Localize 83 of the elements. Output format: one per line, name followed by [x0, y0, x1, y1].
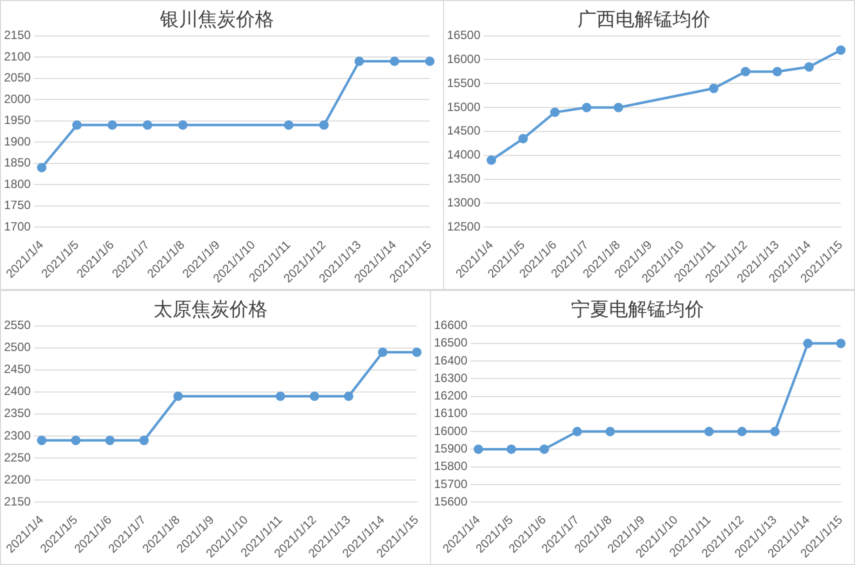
- y-tick-label: 14000: [446, 148, 481, 162]
- y-tick-label: 16500: [434, 336, 468, 350]
- point: [390, 56, 400, 66]
- y-tick-label: 16400: [434, 353, 468, 368]
- point: [36, 436, 46, 446]
- point: [142, 120, 152, 130]
- point: [108, 120, 118, 130]
- point: [344, 392, 354, 402]
- y-tick-label: 15500: [446, 76, 481, 90]
- y-tick-label: 1950: [4, 113, 32, 128]
- y-tick-label: 12500: [446, 219, 481, 234]
- y-tick-label: 13000: [446, 195, 481, 210]
- point: [354, 56, 364, 66]
- y-tick-label: 14500: [446, 124, 481, 138]
- point: [310, 392, 320, 402]
- point: [582, 102, 592, 112]
- y-tick-label: 1850: [4, 156, 32, 170]
- point: [737, 426, 747, 436]
- point: [740, 66, 750, 76]
- point: [704, 426, 714, 436]
- point: [770, 426, 780, 436]
- y-tick-label: 15800: [434, 459, 468, 474]
- point: [803, 338, 813, 348]
- point: [836, 45, 846, 55]
- chart-title: 太原焦炭价格: [154, 298, 268, 320]
- y-tick-label: 1750: [4, 198, 32, 212]
- y-tick-label: 1800: [4, 176, 32, 191]
- point: [836, 338, 846, 348]
- y-tick-label: 2250: [4, 450, 32, 464]
- y-tick-label: 2300: [4, 428, 32, 442]
- y-tick-label: 15900: [434, 442, 468, 456]
- y-tick-label: 2100: [4, 49, 32, 64]
- y-tick-label: 2350: [4, 406, 32, 420]
- y-tick-label: 15600: [434, 494, 468, 508]
- y-tick-label: 15000: [446, 100, 481, 114]
- y-tick-label: 16300: [434, 370, 468, 385]
- point: [284, 120, 294, 130]
- point: [36, 162, 46, 172]
- y-tick-label: 16600: [434, 318, 468, 332]
- y-tick-label: 1900: [4, 134, 32, 148]
- point: [572, 426, 582, 436]
- point: [412, 347, 422, 357]
- point: [474, 444, 484, 454]
- point: [550, 108, 560, 118]
- y-tick-label: 1700: [4, 219, 32, 234]
- point: [506, 444, 516, 454]
- point: [276, 392, 286, 402]
- point: [319, 120, 329, 130]
- point: [708, 84, 718, 94]
- y-tick-label: 2050: [4, 70, 32, 85]
- chart-title: 广西电解锰均价: [578, 8, 710, 30]
- y-tick-label: 2200: [4, 472, 32, 486]
- chart-title: 宁夏电解锰均价: [571, 298, 704, 320]
- y-tick-label: 16000: [434, 424, 468, 438]
- point: [378, 347, 388, 357]
- y-tick-label: 2450: [4, 362, 32, 376]
- point: [804, 62, 814, 72]
- point: [605, 426, 615, 436]
- y-tick-label: 2150: [4, 494, 32, 508]
- point: [486, 155, 496, 165]
- point: [772, 66, 782, 76]
- chart-title: 银川焦炭价格: [159, 8, 274, 30]
- y-tick-label: 16200: [434, 388, 468, 403]
- y-tick-label: 15700: [434, 476, 468, 491]
- point: [139, 436, 149, 446]
- y-tick-label: 2400: [4, 384, 32, 398]
- point: [173, 392, 183, 402]
- point: [178, 120, 188, 130]
- point: [518, 134, 528, 144]
- point: [71, 436, 81, 446]
- y-tick-label: 2550: [4, 318, 32, 332]
- point: [614, 102, 624, 112]
- point: [105, 436, 115, 446]
- y-tick-label: 2500: [4, 340, 32, 354]
- point: [540, 444, 550, 454]
- y-tick-label: 16000: [446, 52, 481, 66]
- y-tick-label: 13500: [446, 172, 481, 186]
- y-tick-label: 2000: [4, 92, 32, 106]
- y-tick-label: 2150: [4, 28, 32, 42]
- y-tick-label: 16100: [434, 406, 468, 420]
- point: [72, 120, 82, 130]
- point: [425, 56, 435, 66]
- y-tick-label: 16500: [446, 28, 481, 42]
